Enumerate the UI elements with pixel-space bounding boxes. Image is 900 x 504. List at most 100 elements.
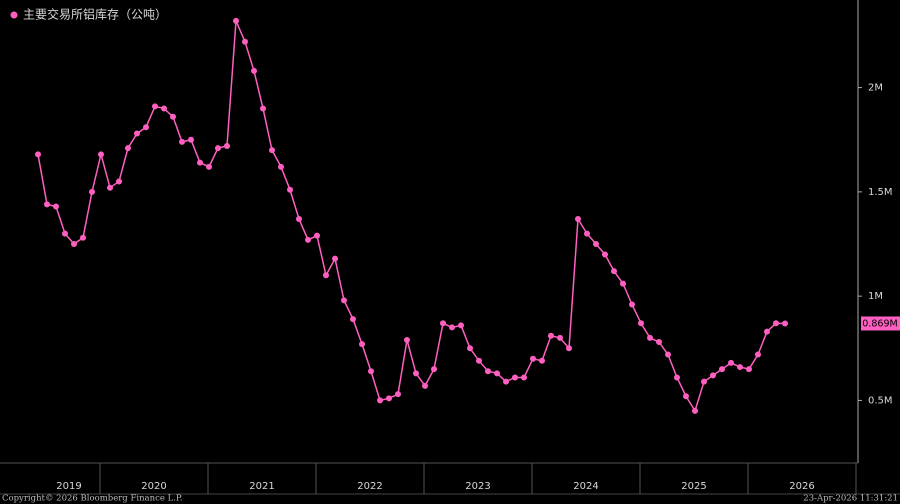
last-value-label: 0.869M	[862, 318, 897, 329]
data-point	[179, 138, 185, 145]
footer-left: Copyright© 2026 Bloomberg Finance L.P.	[2, 494, 183, 504]
data-point	[512, 374, 518, 381]
data-point	[674, 374, 680, 381]
data-point	[44, 201, 50, 208]
data-point	[746, 366, 752, 373]
data-point	[548, 332, 554, 339]
data-point	[728, 359, 734, 366]
last-value-box	[861, 316, 900, 331]
data-point	[395, 391, 401, 398]
data-point	[314, 232, 320, 239]
data-point	[575, 215, 581, 222]
x-tick-label: 2025	[681, 481, 706, 492]
data-point	[233, 17, 239, 24]
y-tick-label: 1.5M	[868, 187, 893, 198]
data-point	[665, 351, 671, 358]
data-point	[305, 236, 311, 243]
data-point	[719, 366, 725, 373]
data-point	[611, 268, 617, 275]
data-point	[647, 334, 653, 341]
data-point	[296, 215, 302, 222]
data-point	[557, 334, 563, 341]
footer-right: 23-Apr-2026 11:31:21	[803, 494, 898, 504]
data-point	[197, 159, 203, 166]
data-point	[782, 320, 788, 327]
x-tick-label: 2026	[789, 481, 814, 492]
x-tick-label: 2019	[56, 481, 81, 492]
data-point	[530, 355, 536, 362]
data-point	[476, 357, 482, 364]
legend-marker	[10, 11, 18, 19]
data-point	[422, 382, 428, 389]
data-point	[341, 297, 347, 304]
data-point	[602, 251, 608, 258]
data-point	[404, 336, 410, 343]
data-point	[206, 163, 212, 170]
data-point	[170, 113, 176, 120]
data-point	[656, 339, 662, 346]
x-tick-label: 2024	[573, 481, 598, 492]
data-point	[332, 255, 338, 262]
data-point	[566, 345, 572, 352]
data-point	[98, 151, 104, 158]
data-point	[764, 328, 770, 335]
data-point	[539, 357, 545, 364]
data-point	[701, 378, 707, 385]
data-point	[593, 241, 599, 248]
data-point	[620, 280, 626, 287]
data-point	[449, 324, 455, 331]
data-point	[692, 407, 698, 414]
data-point	[431, 366, 437, 373]
data-point	[215, 145, 221, 152]
data-point	[278, 163, 284, 170]
data-point	[521, 374, 527, 381]
data-point	[242, 38, 248, 45]
data-point	[287, 186, 293, 193]
data-point	[377, 397, 383, 404]
data-point	[494, 370, 500, 377]
x-tick-label: 2022	[357, 481, 382, 492]
y-tick-label: 1M	[868, 291, 883, 302]
data-point	[755, 351, 761, 358]
data-point	[440, 320, 446, 327]
x-tick-label: 2020	[141, 481, 166, 492]
y-tick-label: 0.5M	[868, 395, 893, 406]
data-point	[503, 378, 509, 385]
data-point	[260, 105, 266, 112]
x-tick-label: 2023	[465, 481, 490, 492]
data-point	[161, 105, 167, 112]
data-point	[638, 320, 644, 327]
x-tick-label: 2021	[249, 481, 274, 492]
data-point	[62, 230, 68, 237]
data-point	[35, 151, 41, 158]
data-point	[143, 124, 149, 131]
data-point	[251, 67, 257, 74]
data-point	[467, 345, 473, 352]
data-point	[116, 178, 122, 185]
data-point	[368, 368, 374, 375]
data-point	[224, 142, 230, 149]
data-point	[269, 147, 275, 154]
data-point	[80, 234, 86, 241]
data-point	[125, 145, 131, 152]
data-point	[458, 322, 464, 329]
data-point	[413, 370, 419, 377]
data-point	[134, 130, 140, 137]
data-point	[773, 320, 779, 327]
data-point	[359, 341, 365, 348]
data-point	[89, 188, 95, 195]
data-point	[107, 184, 113, 191]
data-point	[737, 364, 743, 371]
y-tick-label: 2M	[868, 83, 883, 94]
data-point	[683, 393, 689, 400]
data-point	[53, 203, 59, 210]
data-point	[485, 368, 491, 375]
data-point	[629, 301, 635, 308]
data-point	[152, 103, 158, 110]
data-point	[323, 272, 329, 279]
data-point	[386, 395, 392, 402]
data-point	[188, 136, 194, 143]
data-point	[350, 316, 356, 323]
